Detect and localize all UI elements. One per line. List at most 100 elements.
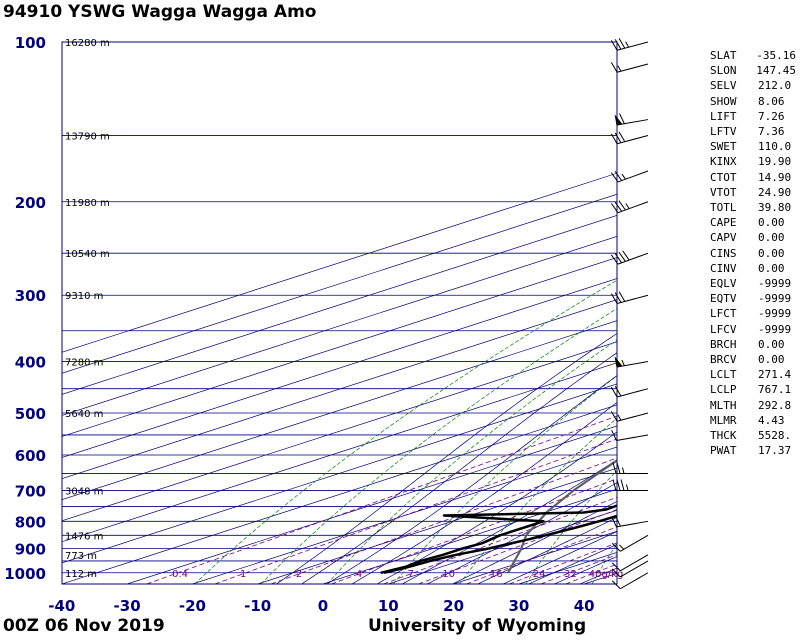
index-name: SLON — [710, 64, 737, 78]
mixing-ratio-label: 7 — [408, 569, 414, 580]
index-name: TOTL — [710, 201, 737, 215]
index-row: THCK 5528. — [710, 428, 796, 443]
moist-adiabat-line — [477, 516, 617, 584]
height-label: 9310 m — [65, 291, 103, 302]
index-value: 24.90 — [758, 185, 792, 199]
wind-barb — [614, 356, 649, 368]
wind-barb — [610, 62, 649, 73]
wind-barb — [611, 560, 649, 578]
index-value: -9999 — [758, 307, 792, 321]
moist-adiabat-line — [326, 375, 617, 584]
index-name: LCLT — [710, 368, 737, 382]
isotherm-line — [322, 488, 617, 584]
mixing-ratio-label: 32 — [564, 569, 577, 580]
height-label: 7280 m — [65, 358, 103, 369]
height-label: 773 m — [65, 551, 97, 562]
parcel-path-line — [507, 459, 617, 574]
isotherm-line — [62, 172, 617, 353]
chart-title: 94910 YSWG Wagga Wagga Amo — [3, 2, 317, 22]
sounding-profiles — [380, 459, 617, 575]
height-label: 3048 m — [65, 487, 103, 498]
index-value: -35.16 — [756, 49, 796, 62]
index-name: CINS — [710, 246, 737, 260]
wind-barb — [611, 429, 649, 441]
mixing-ratio-line — [331, 478, 617, 584]
isotherm-line — [62, 214, 617, 395]
height-label: 5640 m — [65, 409, 103, 420]
index-value: -9999 — [758, 292, 792, 306]
index-value: 0.00 — [758, 353, 785, 367]
isotherm-line — [62, 193, 617, 374]
index-name: KINX — [710, 155, 737, 169]
wind-barb — [612, 479, 648, 492]
index-row: MLTH 292.8 — [710, 398, 796, 413]
index-name: MLTH — [710, 398, 737, 412]
index-row: LCLP 767.1 — [710, 382, 796, 397]
organization-label: University of Wyoming — [368, 616, 587, 636]
index-row: EQLV -9999 — [710, 276, 796, 291]
mixing-ratio-label: 4 — [356, 569, 362, 580]
isotherm-line — [62, 236, 617, 416]
index-row: CINV 0.00 — [710, 261, 796, 276]
mixing-ratio-label: 10 — [442, 569, 455, 580]
x-tick-label: -20 — [179, 597, 206, 615]
pressure-label: 300 — [15, 287, 46, 305]
index-name: LFTV — [710, 125, 737, 139]
pressure-label: 700 — [15, 483, 46, 501]
diagram-background-lines — [62, 42, 617, 584]
index-name: LCLP — [710, 383, 737, 397]
x-tick-label: 30 — [508, 597, 529, 615]
index-value: 7.36 — [758, 125, 785, 139]
index-name: CAPV — [710, 231, 737, 245]
index-value: -9999 — [758, 322, 792, 336]
dry-adiabat-line — [326, 339, 617, 584]
pressure-label: 100 — [15, 34, 46, 52]
dry-adiabat-line — [459, 417, 617, 584]
isotherm-line — [62, 383, 617, 564]
height-label: 10540 m — [65, 249, 110, 260]
index-row: BRCH 0.00 — [710, 337, 796, 352]
index-value: 271.4 — [758, 368, 792, 382]
index-row: LCLT 271.4 — [710, 367, 796, 382]
pressure-label: 1000 — [4, 565, 46, 583]
index-row: MLMR 4.43 — [710, 413, 796, 428]
index-name: CAPE — [710, 216, 737, 230]
index-value: 292.8 — [758, 398, 792, 412]
height-label: 112 m — [65, 569, 97, 580]
index-value: 767.1 — [758, 383, 792, 397]
index-name: SHOW — [710, 94, 737, 108]
height-label: 11980 m — [65, 198, 110, 209]
index-value: 0.00 — [758, 246, 785, 260]
observation-time: 00Z 06 Nov 2019 — [3, 616, 165, 636]
moist-adiabat-line — [427, 482, 617, 584]
index-row: SELV 212.0 — [710, 78, 796, 93]
moist-adiabat-line — [528, 543, 617, 584]
isotherm-line — [62, 257, 617, 437]
index-row: SLON 147.45 — [710, 63, 796, 78]
index-value: 0.00 — [758, 337, 785, 351]
pressure-label: 500 — [15, 405, 46, 423]
index-value: 5528. — [758, 429, 792, 443]
index-name: SWET — [710, 140, 737, 154]
mixing-ratio-label: 40g/kg — [589, 569, 624, 580]
wind-barb — [614, 113, 649, 126]
x-tick-label: 10 — [378, 597, 399, 615]
index-name: CTOT — [710, 170, 737, 184]
index-row: SWET 110.0 — [710, 139, 796, 154]
index-value: 0.00 — [758, 261, 785, 275]
index-value: 0.00 — [758, 231, 785, 245]
wind-barb — [611, 572, 649, 590]
index-row: CAPE 0.00 — [710, 215, 796, 230]
index-name: SELV — [710, 79, 737, 93]
index-value: 39.80 — [758, 201, 792, 215]
wind-barb — [610, 131, 649, 145]
isotherm-line — [192, 446, 617, 584]
wind-barb — [611, 534, 649, 552]
dry-adiabat-line — [393, 375, 617, 584]
mixing-ratio-line — [146, 415, 617, 584]
axis-labels: 0.4 1 2 4 7 10 16 24 32 40g/kg-40 -30 -20 -10 0 10 20 30… — [4, 34, 623, 615]
index-name: CINV — [710, 261, 737, 275]
index-row: KINX 19.90 — [710, 154, 796, 169]
wind-barb — [610, 170, 649, 183]
